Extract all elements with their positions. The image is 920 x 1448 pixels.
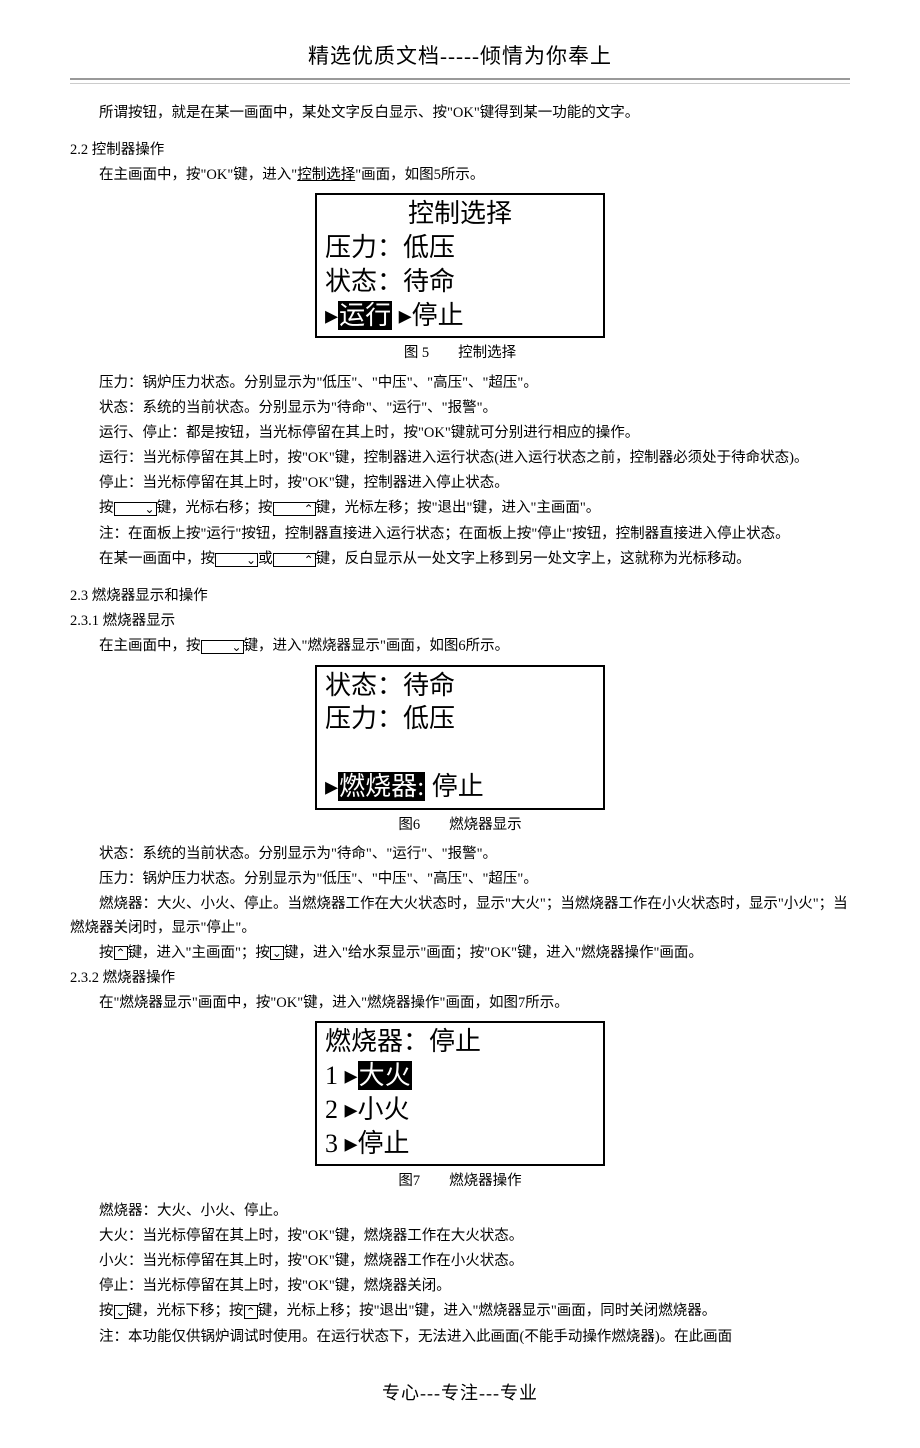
down-arrow-icon: ⌄: [114, 502, 157, 516]
up-arrow-icon: ⌃: [273, 502, 316, 516]
lcd-line: 3 ▸停止: [325, 1127, 595, 1161]
text: 燃烧器：大火、小火、停止。当燃烧器工作在大火状态时，显示"大火"；当燃烧器工作在…: [70, 896, 848, 935]
section-2-3-title: 2.3 燃烧器显示和操作: [70, 585, 850, 608]
sec22-p7: 按⌄键，光标右移；按⌃键，光标左移；按"退出"键，进入"主画面"。: [70, 497, 850, 520]
up-arrow-icon: ⌃: [244, 1305, 258, 1319]
text: 按: [99, 945, 114, 961]
text: 键，光标下移；按: [128, 1303, 244, 1319]
sec22-p5: 运行：当光标停留在其上时，按"OK"键，控制器进入运行状态(进入运行状态之前，控…: [70, 447, 850, 470]
sec23-p2: 状态：系统的当前状态。分别显示为"待命"、"运行"、"报警"。: [70, 843, 850, 866]
lcd-figure-7: 燃烧器：停止 1 ▸大火 2 ▸小火 3 ▸停止: [315, 1021, 605, 1166]
value: 低压: [403, 233, 455, 262]
sec22-p9: 在某一画面中，按⌄或⌃键，反白显示从一处文字上移到另一处文字上，这就称为光标移动…: [70, 548, 850, 571]
text: 或: [258, 551, 273, 567]
sec23-p8: 大火：当光标停留在其上时，按"OK"键，燃烧器工作在大火状态。: [70, 1225, 850, 1248]
sec22-p3: 状态：系统的当前状态。分别显示为"待命"、"运行"、"报警"。: [70, 397, 850, 420]
underlined-text: 控制选择: [297, 167, 355, 183]
text: 键，进入"给水泵显示"画面；按"OK"键，进入"燃烧器操作"画面。: [284, 945, 703, 961]
highlighted-option: 运行: [338, 301, 392, 330]
label: 压力：: [325, 233, 403, 262]
text: 在主画面中，按: [99, 638, 201, 654]
text: 键，进入"主画面"；按: [128, 945, 270, 961]
highlighted-option: 大火: [358, 1061, 412, 1090]
page-header: 精选优质文档-----倾情为你奉上: [70, 40, 850, 74]
text: 键，光标上移；按"退出"键，进入"燃烧器显示"画面，同时关闭燃烧器。: [258, 1303, 717, 1319]
lcd-title: 控制选择: [325, 197, 595, 231]
text: 键，光标右移；按: [157, 500, 273, 516]
section-2-3-2-title: 2.3.2 燃烧器操作: [70, 967, 850, 990]
section-2-3-1-title: 2.3.1 燃烧器显示: [70, 610, 850, 633]
down-arrow-icon: ⌄: [114, 1305, 128, 1319]
down-arrow-icon: ⌄: [201, 640, 244, 654]
figure-6-caption: 图6 燃烧器显示: [70, 814, 850, 837]
label: 压力：: [325, 704, 403, 733]
lcd-figure-6: 状态：待命 压力：低压 ▸燃烧器: 停止: [315, 665, 605, 810]
sec22-p2: 压力：锅炉压力状态。分别显示为"低压"、"中压"、"高压"、"超压"。: [70, 372, 850, 395]
text: 按: [99, 500, 114, 516]
text: 键，光标左移；按"退出"键，进入"主画面"。: [316, 500, 601, 516]
text: 在主画面中，按"OK"键，进入": [99, 167, 297, 183]
label: 状态：: [325, 267, 403, 296]
sec23-p1: 在主画面中，按⌄键，进入"燃烧器显示"画面，如图6所示。: [70, 635, 850, 658]
down-arrow-icon: ⌄: [270, 946, 284, 960]
lcd-line: 压力：低压: [325, 231, 595, 265]
sec22-p1: 在主画面中，按"OK"键，进入"控制选择"画面，如图5所示。: [70, 164, 850, 187]
lcd-blank: [325, 736, 595, 770]
section-2-2: 2.2 控制器操作 在主画面中，按"OK"键，进入"控制选择"画面，如图5所示。…: [70, 139, 850, 571]
sec23-p9: 小火：当光标停留在其上时，按"OK"键，燃烧器工作在小火状态。: [70, 1250, 850, 1273]
sec22-p8: 注：在面板上按"运行"按钮，控制器直接进入运行状态；在面板上按"停止"按钮，控制…: [70, 523, 850, 546]
sec23-p12: 注：本功能仅供锅炉调试时使用。在运行状态下，无法进入此画面(不能手动操作燃烧器)…: [70, 1326, 850, 1349]
option: 停止: [425, 772, 484, 801]
lcd-line: 1 ▸大火: [325, 1059, 595, 1093]
highlighted-option: 燃烧器:: [338, 772, 425, 801]
cursor-marker-icon: ▸: [325, 771, 338, 801]
page-footer: 专心---专注---专业: [70, 1379, 850, 1408]
option-prefix: 1 ▸: [325, 1061, 358, 1090]
cursor-marker-icon: ▸: [325, 300, 338, 330]
lcd-line: 燃烧器：停止: [325, 1025, 595, 1059]
down-arrow-icon: ⌄: [215, 553, 258, 567]
figure-7-caption: 图7 燃烧器操作: [70, 1170, 850, 1193]
up-arrow-icon: ⌃: [114, 946, 128, 960]
value: 低压: [403, 704, 455, 733]
value: 待命: [403, 671, 455, 700]
lcd-line: ▸燃烧器: 停止: [325, 770, 595, 804]
lcd-line: 状态：待命: [325, 265, 595, 299]
intro-text: 所谓按钮，就是在某一画面中，某处文字反白显示、按"OK"键得到某一功能的文字。: [70, 102, 850, 125]
sec23-p6: 在"燃烧器显示"画面中，按"OK"键，进入"燃烧器操作"画面，如图7所示。: [70, 992, 850, 1015]
header-divider: [70, 78, 850, 84]
label: 状态：: [325, 671, 403, 700]
sec22-p4: 运行、停止：都是按钮，当光标停留在其上时，按"OK"键就可分别进行相应的操作。: [70, 422, 850, 445]
sec23-p10: 停止：当光标停留在其上时，按"OK"键，燃烧器关闭。: [70, 1275, 850, 1298]
sec23-p5: 按⌃键，进入"主画面"；按⌄键，进入"给水泵显示"画面；按"OK"键，进入"燃烧…: [70, 942, 850, 965]
text: 运行：当光标停留在其上时，按"OK"键，控制器进入运行状态(进入运行状态之前，控…: [99, 450, 808, 466]
lcd-line: 状态：待命: [325, 669, 595, 703]
text: 在某一画面中，按: [99, 551, 215, 567]
lcd-line: 压力：低压: [325, 702, 595, 736]
sec23-p4: 燃烧器：大火、小火、停止。当燃烧器工作在大火状态时，显示"大火"；当燃烧器工作在…: [70, 893, 850, 939]
text: 键，进入"燃烧器显示"画面，如图6所示。: [244, 638, 510, 654]
up-arrow-icon: ⌃: [273, 553, 316, 567]
sec23-p11: 按⌄键，光标下移；按⌃键，光标上移；按"退出"键，进入"燃烧器显示"画面，同时关…: [70, 1300, 850, 1323]
lcd-figure-5: 控制选择 压力：低压 状态：待命 ▸运行 ▸停止: [315, 193, 605, 338]
option: ▸停止: [392, 301, 464, 330]
sec23-p3: 压力：锅炉压力状态。分别显示为"低压"、"中压"、"高压"、"超压"。: [70, 868, 850, 891]
text: 按: [99, 1303, 114, 1319]
lcd-line: 2 ▸小火: [325, 1093, 595, 1127]
text: 键，反白显示从一处文字上移到另一处文字上，这就称为光标移动。: [316, 551, 751, 567]
figure-5-caption: 图 5 控制选择: [70, 342, 850, 365]
section-2-3: 2.3 燃烧器显示和操作 2.3.1 燃烧器显示 在主画面中，按⌄键，进入"燃烧…: [70, 585, 850, 1349]
text: "画面，如图5所示。: [355, 167, 484, 183]
text: 注：在面板上按"运行"按钮，控制器直接进入运行状态；在面板上按"停止"按钮，控制…: [99, 526, 790, 542]
sec23-p7: 燃烧器：大火、小火、停止。: [70, 1200, 850, 1223]
sec22-p6: 停止：当光标停留在其上时，按"OK"键，控制器进入停止状态。: [70, 472, 850, 495]
section-2-2-title: 2.2 控制器操作: [70, 139, 850, 162]
lcd-line: ▸运行 ▸停止: [325, 299, 595, 333]
value: 待命: [403, 267, 455, 296]
